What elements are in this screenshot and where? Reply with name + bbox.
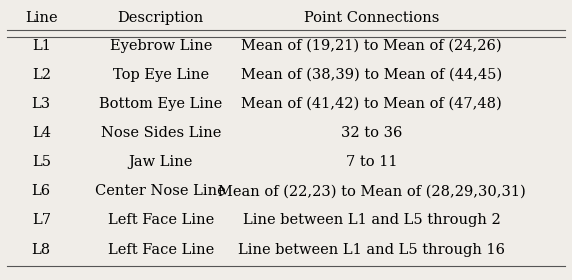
Text: L1: L1 xyxy=(32,39,51,53)
Text: L7: L7 xyxy=(31,213,51,227)
Text: L3: L3 xyxy=(31,97,51,111)
Text: Eyebrow Line: Eyebrow Line xyxy=(110,39,212,53)
Text: L6: L6 xyxy=(31,184,51,198)
Text: Bottom Eye Line: Bottom Eye Line xyxy=(99,97,223,111)
Text: Line between L1 and L5 through 16: Line between L1 and L5 through 16 xyxy=(238,242,505,256)
Text: Center Nose Line: Center Nose Line xyxy=(96,184,226,198)
Text: Top Eye Line: Top Eye Line xyxy=(113,68,209,82)
Text: 32 to 36: 32 to 36 xyxy=(341,126,402,140)
Text: Jaw Line: Jaw Line xyxy=(129,155,193,169)
Text: Left Face Line: Left Face Line xyxy=(108,242,214,256)
Text: L2: L2 xyxy=(31,68,51,82)
Text: Mean of (19,21) to Mean of (24,26): Mean of (19,21) to Mean of (24,26) xyxy=(241,39,502,53)
Text: Line between L1 and L5 through 2: Line between L1 and L5 through 2 xyxy=(243,213,500,227)
Text: Point Connections: Point Connections xyxy=(304,11,439,25)
Text: L4: L4 xyxy=(31,126,51,140)
Text: L8: L8 xyxy=(31,242,51,256)
Text: Mean of (41,42) to Mean of (47,48): Mean of (41,42) to Mean of (47,48) xyxy=(241,97,502,111)
Text: Left Face Line: Left Face Line xyxy=(108,213,214,227)
Text: L5: L5 xyxy=(31,155,51,169)
Text: Mean of (22,23) to Mean of (28,29,30,31): Mean of (22,23) to Mean of (28,29,30,31) xyxy=(217,184,525,198)
Text: Line: Line xyxy=(25,11,58,25)
Text: Description: Description xyxy=(118,11,204,25)
Text: Nose Sides Line: Nose Sides Line xyxy=(101,126,221,140)
Text: 7 to 11: 7 to 11 xyxy=(345,155,397,169)
Text: Mean of (38,39) to Mean of (44,45): Mean of (38,39) to Mean of (44,45) xyxy=(241,68,502,82)
